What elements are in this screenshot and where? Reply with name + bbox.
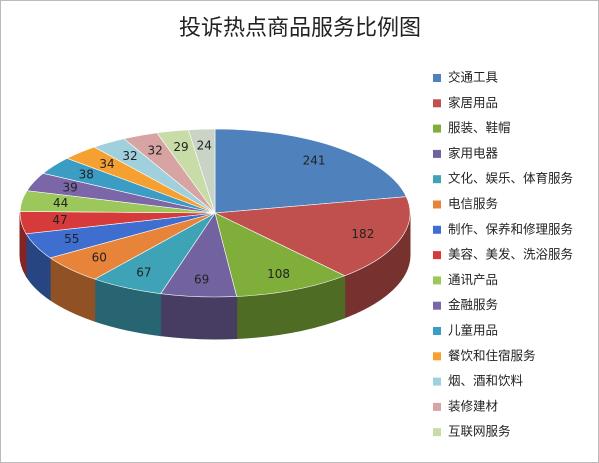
- legend-label: 服装、鞋帽: [448, 120, 511, 135]
- data-label: 39: [63, 181, 78, 195]
- legend-label: 金融服务: [448, 297, 498, 312]
- data-label: 47: [52, 213, 67, 227]
- chart-title: 投诉热点商品服务比例图: [179, 16, 421, 41]
- data-label: 108: [267, 267, 290, 281]
- legend-label: 家居用品: [448, 95, 498, 110]
- data-label: 60: [92, 251, 107, 265]
- legend-swatch: [433, 327, 441, 335]
- data-label: 32: [148, 143, 163, 157]
- legend-swatch: [433, 402, 441, 411]
- legend-label: 文化、娱乐、体育服务: [448, 171, 573, 186]
- legend-swatch: [433, 175, 441, 184]
- slice: [214, 212, 346, 297]
- data-label: 44: [53, 196, 68, 210]
- legend-label: 交通工具: [448, 70, 499, 85]
- legend-swatch: [433, 301, 441, 310]
- data-label: 32: [122, 149, 137, 163]
- data-label: 182: [351, 227, 374, 241]
- legend-swatch: [433, 225, 441, 234]
- legend-swatch: [433, 276, 441, 285]
- legend-label: 互联网服务: [448, 424, 511, 439]
- data-label: 67: [136, 265, 151, 279]
- data-label: 34: [99, 157, 114, 171]
- legend-swatch: [433, 124, 441, 133]
- legend-label: 通讯产品: [448, 272, 498, 287]
- legend-label: 制作、保养和修理服务: [448, 221, 573, 236]
- data-label: 38: [79, 168, 94, 182]
- data-label: 241: [303, 154, 326, 168]
- legend-swatch: [433, 99, 441, 108]
- legend-swatch: [433, 352, 441, 361]
- data-label: 55: [64, 232, 79, 246]
- slice: [187, 128, 216, 214]
- slice-side: [160, 293, 238, 340]
- legend-swatch: [433, 428, 441, 437]
- data-label: 24: [197, 138, 212, 152]
- legend-label: 家用电器: [448, 145, 499, 160]
- legend-swatch: [433, 149, 441, 158]
- legend-swatch: [433, 251, 441, 260]
- legend-label: 烟、酒和饮料: [448, 373, 524, 388]
- legend-label: 美容、美发、洗浴服务: [448, 247, 573, 262]
- legend-swatch: [433, 200, 441, 209]
- pie-tops: [19, 128, 411, 298]
- legend-label: 装修建材: [448, 398, 498, 413]
- slice: [213, 196, 411, 277]
- legend-swatch: [433, 74, 441, 82]
- legend-label: 电信服务: [448, 196, 498, 211]
- data-label: 69: [194, 272, 209, 286]
- data-label: 29: [173, 140, 188, 154]
- legend-label: 餐饮和住宿服务: [448, 348, 536, 363]
- slice: [214, 128, 407, 214]
- legend-swatch: [433, 377, 441, 386]
- legend-label: 儿童用品: [448, 323, 498, 338]
